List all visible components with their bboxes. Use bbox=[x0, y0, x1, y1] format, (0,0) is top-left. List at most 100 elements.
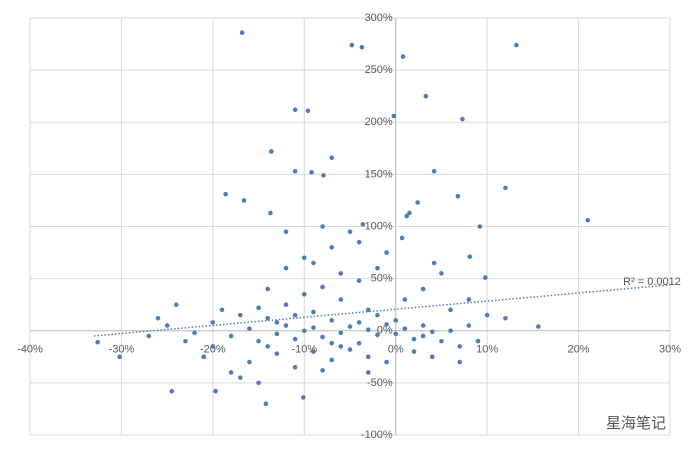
scatter-point bbox=[309, 169, 314, 175]
scatter-point bbox=[265, 315, 271, 321]
scatter-point bbox=[283, 265, 289, 271]
scatter-point bbox=[460, 116, 465, 122]
scatter-point bbox=[407, 210, 412, 216]
scatter-point bbox=[274, 351, 280, 356]
scatter-point bbox=[228, 333, 234, 339]
y-tick-label: 200% bbox=[365, 116, 393, 128]
x-tick-label: 10% bbox=[476, 344, 498, 356]
scatter-point bbox=[393, 331, 399, 337]
scatter-point bbox=[311, 260, 316, 266]
scatter-point bbox=[399, 235, 405, 241]
scatter-point bbox=[213, 388, 218, 394]
scatter-point bbox=[338, 271, 344, 276]
scatter-point bbox=[411, 349, 417, 354]
scatter-point bbox=[283, 229, 289, 235]
scatter-point bbox=[457, 359, 463, 365]
scatter-point bbox=[219, 307, 225, 313]
scatter-point bbox=[384, 322, 389, 327]
scatter-point bbox=[467, 254, 473, 260]
scatter-point bbox=[375, 265, 380, 271]
scatter-point bbox=[359, 44, 365, 50]
scatter-point bbox=[237, 375, 243, 380]
scatter-point bbox=[320, 284, 325, 290]
scatter-point bbox=[349, 42, 355, 48]
scatter-point bbox=[329, 155, 335, 160]
x-tick-label: -30% bbox=[109, 344, 135, 356]
scatter-point bbox=[455, 193, 461, 199]
scatter-point bbox=[201, 354, 207, 360]
scatter-point bbox=[429, 354, 435, 360]
scatter-point bbox=[466, 297, 472, 302]
scatter-point bbox=[321, 173, 326, 178]
scatter-point bbox=[210, 320, 216, 325]
scatter-point bbox=[320, 368, 325, 373]
scatter-point bbox=[448, 307, 453, 313]
scatter-point bbox=[431, 260, 437, 266]
scatter-point bbox=[391, 113, 397, 119]
scatter-point bbox=[356, 340, 362, 346]
scatter-point bbox=[400, 54, 406, 59]
scatter-point bbox=[429, 329, 435, 335]
scatter-point bbox=[265, 344, 271, 349]
x-tick-label: -10% bbox=[291, 344, 317, 356]
scatter-point bbox=[439, 338, 444, 344]
scatter-point bbox=[402, 326, 408, 331]
scatter-point bbox=[311, 325, 316, 330]
scatter-point bbox=[210, 344, 216, 349]
scatter-point bbox=[305, 108, 311, 114]
scatter-point bbox=[483, 275, 488, 280]
scatter-point bbox=[292, 312, 298, 318]
scatter-point bbox=[415, 200, 420, 205]
scatter-point bbox=[247, 359, 252, 365]
scatter-point bbox=[420, 333, 426, 339]
scatter-point bbox=[356, 278, 362, 284]
scatter-point bbox=[241, 198, 247, 203]
scatter-point bbox=[375, 312, 380, 318]
scatter-point bbox=[239, 30, 245, 35]
scatter-point bbox=[183, 338, 188, 344]
scatter-point bbox=[311, 349, 316, 354]
scatter-point bbox=[384, 250, 389, 255]
scatter-point bbox=[169, 388, 175, 394]
scatter-point bbox=[477, 224, 483, 229]
scatter-point bbox=[223, 191, 228, 197]
scatter-point bbox=[155, 315, 161, 321]
scatter-point bbox=[466, 323, 472, 328]
scatter-point bbox=[439, 271, 444, 276]
scatter-point bbox=[301, 255, 307, 261]
y-tick-label: 100% bbox=[365, 220, 393, 232]
scatter-point bbox=[274, 320, 280, 325]
scatter-point bbox=[475, 338, 481, 344]
scatter-point bbox=[347, 347, 353, 352]
scatter-point bbox=[292, 107, 298, 113]
scatter-point bbox=[256, 380, 261, 386]
scatter-point bbox=[301, 395, 306, 400]
scatter-point bbox=[423, 93, 429, 99]
scatter-point bbox=[329, 340, 335, 346]
scatter-point bbox=[237, 312, 243, 318]
scatter-point bbox=[420, 286, 426, 292]
scatter-point bbox=[420, 323, 426, 328]
scatter-point bbox=[269, 149, 274, 154]
scatter-point bbox=[329, 245, 335, 250]
scatter-point bbox=[268, 210, 273, 216]
scatter-point bbox=[228, 370, 234, 375]
scatter-point bbox=[356, 320, 362, 325]
scatter-point bbox=[263, 401, 269, 407]
x-tick-label: 30% bbox=[659, 344, 681, 356]
scatter-point bbox=[301, 328, 307, 334]
scatter-point bbox=[503, 315, 508, 321]
y-tick-label: -50% bbox=[367, 377, 393, 389]
scatter-point bbox=[301, 291, 307, 297]
scatter-point bbox=[457, 344, 463, 349]
scatter-point bbox=[411, 336, 417, 342]
x-tick-label: 0% bbox=[388, 344, 404, 356]
scatter-point bbox=[192, 330, 197, 336]
scatter-point bbox=[448, 328, 453, 334]
y-tick-label: 150% bbox=[365, 168, 393, 180]
scatter-point bbox=[356, 239, 362, 245]
scatter-point bbox=[347, 229, 353, 235]
scatter-point bbox=[173, 302, 179, 307]
scatter-point bbox=[265, 286, 271, 292]
